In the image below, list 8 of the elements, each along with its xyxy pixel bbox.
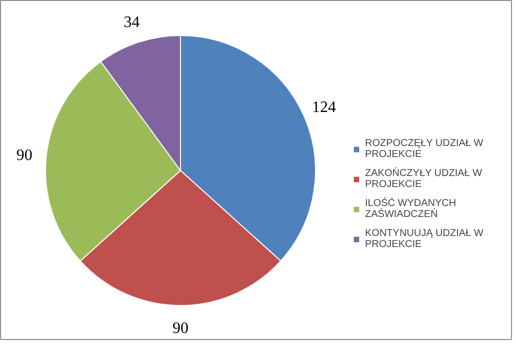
- legend-label: KONTYNUUJĄ UDZIAŁ W PROJEKCIE: [365, 228, 484, 250]
- legend-label: ROZPOCZĘŁY UDZIAŁ W PROJEKCIE: [365, 138, 484, 160]
- data-label: 90: [16, 146, 32, 164]
- data-label: 34: [124, 14, 140, 31]
- data-label: 124: [312, 99, 336, 116]
- legend-label: ZAKOŃCZYŁY UDZIAŁ W PROJEKCIE: [365, 168, 482, 190]
- legend-label: ILOŚĆ WYDANYCH ZAŚWIADCZEŃ: [365, 198, 456, 220]
- data-label: 90: [172, 320, 188, 337]
